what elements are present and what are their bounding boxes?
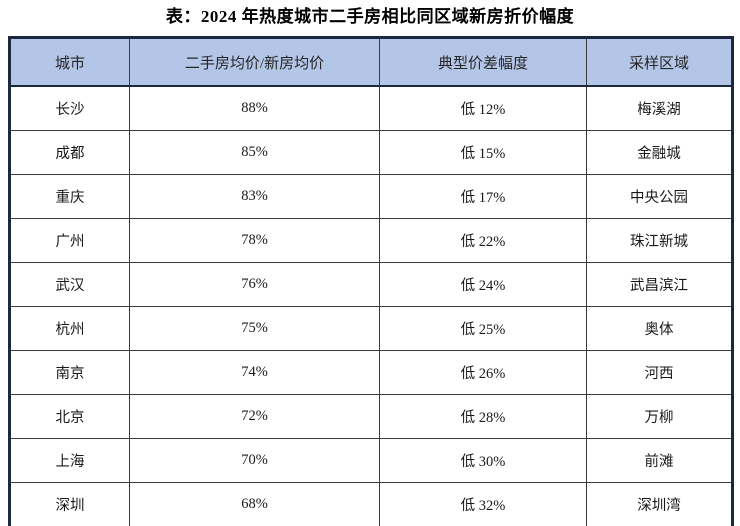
gap-cell: 低 30% [379, 438, 587, 483]
ratio-cell: 83% [129, 174, 380, 219]
ratio-cell: 70% [129, 438, 380, 483]
gap-cell: 低 22% [379, 218, 587, 263]
city-cell: 广州 [9, 218, 130, 263]
table-row: 武汉 76% 低 24% 武昌滨江 [9, 262, 733, 307]
area-cell: 奥体 [586, 306, 733, 351]
table-row: 杭州 75% 低 25% 奥体 [9, 306, 733, 351]
header-city: 城市 [9, 37, 130, 87]
table-row: 上海 70% 低 30% 前滩 [9, 438, 733, 483]
gap-cell: 低 12% [379, 85, 587, 131]
area-cell: 万柳 [586, 394, 733, 439]
city-cell: 上海 [9, 438, 130, 483]
city-cell: 长沙 [9, 85, 130, 131]
table-row: 成都 85% 低 15% 金融城 [9, 130, 733, 175]
area-cell: 珠江新城 [586, 218, 733, 263]
header-price-ratio: 二手房均价/新房均价 [129, 37, 380, 87]
price-comparison-table: 城市 二手房均价/新房均价 典型价差幅度 采样区域 长沙 88% 低 12% 梅… [8, 36, 734, 526]
gap-cell: 低 28% [379, 394, 587, 439]
table-row: 深圳 68% 低 32% 深圳湾 [9, 482, 733, 526]
gap-cell: 低 17% [379, 174, 587, 219]
city-cell: 重庆 [9, 174, 130, 219]
area-cell: 金融城 [586, 130, 733, 175]
gap-cell: 低 26% [379, 350, 587, 395]
city-cell: 武汉 [9, 262, 130, 307]
ratio-cell: 78% [129, 218, 380, 263]
city-cell: 南京 [9, 350, 130, 395]
ratio-cell: 85% [129, 130, 380, 175]
gap-cell: 低 32% [379, 482, 587, 526]
table-row: 重庆 83% 低 17% 中央公园 [9, 174, 733, 219]
table-row: 北京 72% 低 28% 万柳 [9, 394, 733, 439]
table-row: 广州 78% 低 22% 珠江新城 [9, 218, 733, 263]
ratio-cell: 88% [129, 85, 380, 131]
city-cell: 杭州 [9, 306, 130, 351]
table-row: 长沙 88% 低 12% 梅溪湖 [9, 85, 733, 131]
area-cell: 深圳湾 [586, 482, 733, 526]
ratio-cell: 72% [129, 394, 380, 439]
gap-cell: 低 24% [379, 262, 587, 307]
city-cell: 北京 [9, 394, 130, 439]
city-cell: 深圳 [9, 482, 130, 526]
ratio-cell: 74% [129, 350, 380, 395]
table-header: 城市 二手房均价/新房均价 典型价差幅度 采样区域 [9, 37, 733, 87]
ratio-cell: 76% [129, 262, 380, 307]
header-row: 城市 二手房均价/新房均价 典型价差幅度 采样区域 [9, 37, 733, 87]
area-cell: 河西 [586, 350, 733, 395]
gap-cell: 低 25% [379, 306, 587, 351]
area-cell: 梅溪湖 [586, 85, 733, 131]
area-cell: 中央公园 [586, 174, 733, 219]
table-title: 表：2024 年热度城市二手房相比同区域新房折价幅度 [165, 7, 575, 26]
area-cell: 前滩 [586, 438, 733, 483]
area-cell: 武昌滨江 [586, 262, 733, 307]
gap-cell: 低 15% [379, 130, 587, 175]
header-price-gap: 典型价差幅度 [379, 37, 587, 87]
city-cell: 成都 [9, 130, 130, 175]
table-body: 长沙 88% 低 12% 梅溪湖 成都 85% 低 15% 金融城 重庆 83%… [9, 85, 733, 526]
ratio-cell: 75% [129, 306, 380, 351]
ratio-cell: 68% [129, 482, 380, 526]
table-row: 南京 74% 低 26% 河西 [9, 350, 733, 395]
header-sample-area: 采样区域 [586, 37, 733, 87]
